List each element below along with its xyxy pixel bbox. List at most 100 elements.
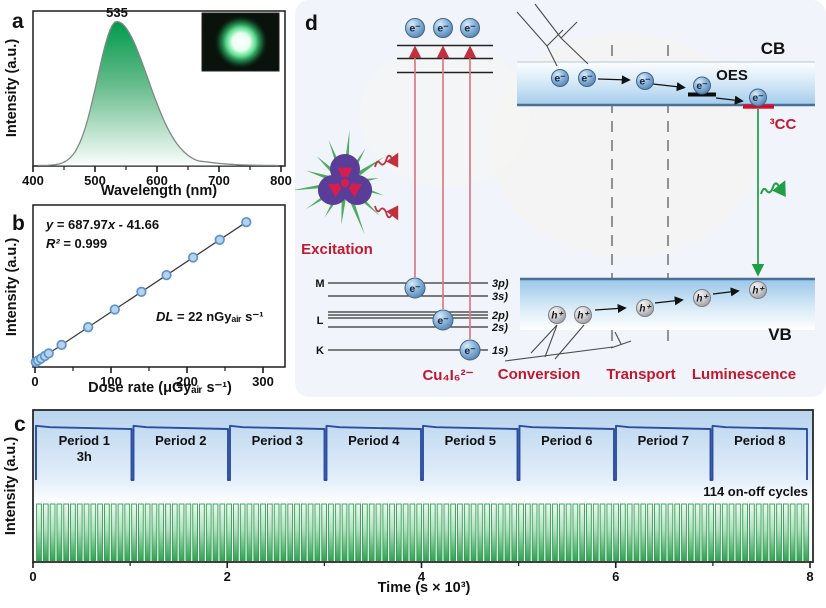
vb-label: VB (768, 325, 792, 344)
data-point (241, 216, 252, 228)
on-off-pulse (660, 503, 667, 561)
on-off-pulse (782, 503, 789, 561)
on-off-pulse (328, 503, 334, 561)
scatter-plot (30, 216, 252, 368)
detection-limit: DL = 22 nGyₐᵢᵣ s⁻¹ (156, 309, 264, 324)
cycles-annotation: 114 on-off cycles (703, 484, 808, 499)
on-off-pulse (558, 503, 565, 561)
on-off-pulse (572, 503, 579, 561)
xray-photon-icon (374, 205, 399, 221)
on-off-pulse (266, 503, 273, 561)
svg-text:h⁺: h⁺ (551, 310, 564, 321)
data-point (161, 269, 172, 281)
period-label: Period 1 (59, 433, 110, 448)
on-off-pulse (524, 503, 531, 561)
on-off-pulse (613, 503, 619, 561)
panel-letter: c (14, 413, 26, 436)
period-labels: Period 13h Period 2 Period 3 Period 4 Period… (59, 433, 786, 464)
svg-text:h⁺: h⁺ (577, 310, 590, 321)
on-off-pulse (178, 503, 185, 561)
svg-text:e⁻: e⁻ (409, 283, 421, 295)
orbital-label-1s: 1s) (492, 345, 508, 357)
x-axis-ticks: 0 2 4 6 8 (29, 562, 814, 584)
orbital-label-2p: 2p) (491, 310, 509, 322)
on-off-pulse (694, 503, 701, 561)
xray-photon-icon (374, 152, 399, 168)
on-off-pulse (620, 503, 626, 561)
oes-label: OES (716, 67, 748, 84)
on-off-pulse (511, 503, 518, 561)
panel-b-dose-response: 0 100 200 300 y = 687.97x - 41.66 R² = 0.99… (4, 204, 286, 396)
on-off-pulse (531, 503, 538, 561)
on-off-pulse (423, 503, 429, 561)
on-off-pulse (76, 503, 83, 561)
on-off-pulse (49, 503, 56, 561)
on-off-pulse (375, 503, 382, 561)
electron-sphere: e⁻ (460, 18, 480, 38)
on-off-pulse (321, 503, 328, 561)
on-off-pulse (606, 503, 613, 561)
tick-label: 600 (146, 173, 168, 188)
tick-label: 0 (29, 569, 36, 584)
on-off-pulse (307, 503, 314, 561)
green-glow-icon (214, 15, 268, 69)
on-off-pulse (110, 503, 117, 561)
hole-sphere: h⁺ (636, 299, 654, 317)
on-off-pulse (205, 503, 212, 561)
orbital-label-3s: 3s) (492, 291, 508, 303)
on-off-pulse (776, 503, 782, 561)
hole-transport-arrows (594, 287, 740, 314)
radiation-trefoil (317, 154, 373, 205)
tick-label: 200 (176, 374, 198, 389)
tick-label: 300 (252, 374, 274, 389)
cc-label: ³CC (770, 116, 797, 133)
excitation-lines (408, 45, 477, 339)
svg-text:e⁻: e⁻ (696, 80, 708, 92)
period-label: Period 5 (445, 433, 496, 448)
on-off-pulse (409, 503, 416, 561)
on-off-pulse (565, 503, 572, 561)
on-off-pulse (63, 503, 69, 561)
on-off-pulse (477, 503, 484, 561)
spectrum-curve (37, 20, 279, 167)
period-duration-label: 3h (77, 449, 92, 464)
on-off-pulse (97, 503, 103, 561)
on-off-pulse (796, 503, 803, 561)
on-off-pulse (192, 503, 198, 561)
y-axis-label: Intensity (a.u.) (3, 437, 19, 535)
electron-sphere: e⁻ (405, 18, 425, 38)
electron-sphere: e⁻ (551, 69, 569, 87)
period-label: Period 3 (252, 433, 303, 448)
electron-sphere: e⁻ (404, 277, 426, 299)
r-squared: R² = 0.999 (46, 236, 107, 251)
spectrum-area (38, 21, 279, 166)
svg-text:h⁺: h⁺ (639, 303, 652, 314)
period-label: Period 8 (734, 433, 785, 448)
on-off-pulse (287, 503, 294, 561)
on-off-pulse (667, 503, 674, 561)
on-off-pulse (735, 503, 742, 561)
svg-text:e⁻: e⁻ (464, 345, 476, 357)
cb-label: CB (761, 39, 786, 58)
x-axis-label: Dose rate (μGyₐᵢᵣ s⁻¹) (88, 380, 232, 396)
on-off-pulse (653, 503, 660, 561)
cluster-label: Cu₄I₆²⁻ (422, 367, 473, 384)
on-off-pulse (762, 503, 769, 561)
on-off-pulse (341, 503, 348, 561)
on-off-pulse (484, 503, 490, 561)
radiation-source-icon (295, 130, 385, 235)
on-off-pulse (158, 503, 165, 561)
rl-intensity-trace (35, 424, 808, 481)
on-off-pulse (518, 503, 524, 561)
on-off-pulse (497, 503, 504, 561)
peak-annotation: 535 (106, 5, 128, 20)
electron-sphere: e⁻ (578, 69, 596, 87)
on-off-pulse (348, 503, 355, 561)
tick-label: 0 (31, 374, 38, 389)
electron-sphere-on-oes: e⁻ (693, 76, 711, 95)
on-off-pulse (749, 503, 755, 561)
on-off-pulse (592, 503, 599, 561)
hole-cascade-lines (504, 324, 632, 362)
on-off-pulse (56, 503, 63, 561)
on-off-pulse (165, 503, 171, 561)
